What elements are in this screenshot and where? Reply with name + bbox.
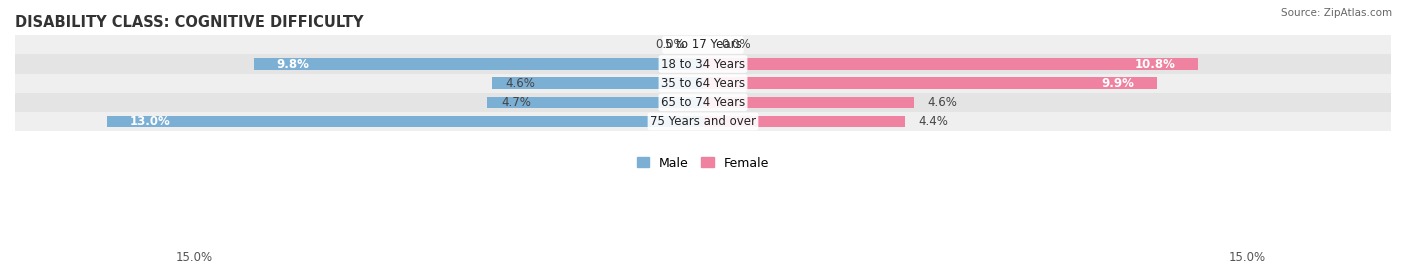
Text: 4.6%: 4.6% [506, 77, 536, 90]
Bar [107, 116, 703, 127]
Text: 4.7%: 4.7% [501, 96, 531, 109]
Bar [703, 116, 905, 127]
Bar [15, 54, 1391, 74]
Text: 65 to 74 Years: 65 to 74 Years [661, 96, 745, 109]
Text: Source: ZipAtlas.com: Source: ZipAtlas.com [1281, 8, 1392, 18]
Bar [703, 58, 1198, 70]
Text: 9.8%: 9.8% [277, 58, 309, 70]
Text: DISABILITY CLASS: COGNITIVE DIFFICULTY: DISABILITY CLASS: COGNITIVE DIFFICULTY [15, 15, 364, 30]
Bar [253, 58, 703, 70]
Bar [488, 97, 703, 108]
Legend: Male, Female: Male, Female [631, 151, 775, 175]
Text: 35 to 64 Years: 35 to 64 Years [661, 77, 745, 90]
Text: 5 to 17 Years: 5 to 17 Years [665, 38, 741, 51]
Bar [15, 112, 1391, 131]
Text: 18 to 34 Years: 18 to 34 Years [661, 58, 745, 70]
Text: 4.4%: 4.4% [918, 115, 949, 128]
Text: 9.9%: 9.9% [1101, 77, 1135, 90]
Text: 15.0%: 15.0% [1229, 251, 1265, 264]
Bar [703, 97, 914, 108]
Text: 0.0%: 0.0% [721, 38, 751, 51]
Text: 10.8%: 10.8% [1135, 58, 1175, 70]
Text: 0.0%: 0.0% [655, 38, 685, 51]
Bar [15, 74, 1391, 93]
Text: 75 Years and over: 75 Years and over [650, 115, 756, 128]
Bar [703, 77, 1157, 89]
Text: 13.0%: 13.0% [129, 115, 170, 128]
Bar [492, 77, 703, 89]
Text: 15.0%: 15.0% [176, 251, 212, 264]
Text: 4.6%: 4.6% [928, 96, 957, 109]
Bar [15, 93, 1391, 112]
Bar [15, 35, 1391, 54]
